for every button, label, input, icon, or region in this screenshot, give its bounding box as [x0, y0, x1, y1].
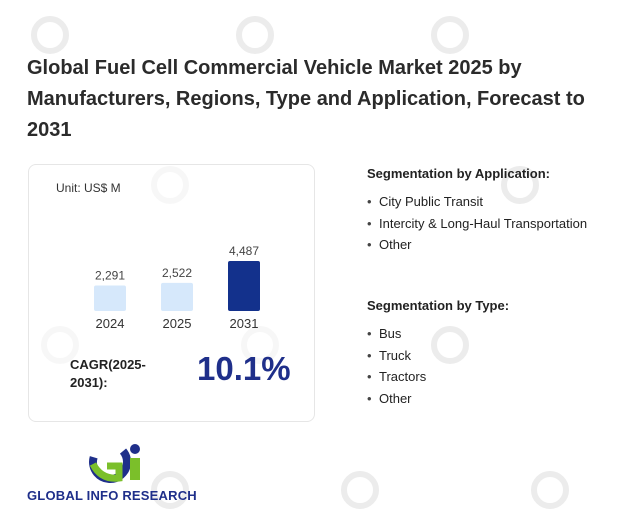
unit-label: Unit: US$ M [56, 181, 121, 195]
application-list: City Public Transit Intercity & Long-Hau… [367, 191, 617, 256]
page-title: Global Fuel Cell Commercial Vehicle Mark… [27, 57, 585, 141]
category-label: 2025 [163, 316, 192, 331]
type-list: Bus Truck Tractors Other [367, 323, 617, 409]
logo-mark-icon [89, 441, 140, 483]
category-label: 2024 [96, 316, 125, 331]
cagr-label: CAGR(2025-2031): [70, 357, 146, 390]
application-item: Intercity & Long-Haul Transportation [367, 213, 617, 235]
bar-value-label: 4,487 [229, 244, 259, 258]
segmentation-type-heading: Segmentation by Type: [367, 298, 510, 313]
segmentation-type: Segmentation by Type: Bus Truck Tractors… [367, 298, 617, 409]
bar-value-label: 2,291 [95, 268, 125, 282]
type-item: Truck [367, 345, 617, 367]
type-item: Tractors [367, 366, 617, 388]
bar-chart: 2,291 2024 2,522 2025 4,487 2031 [94, 244, 260, 331]
logo-text: GLOBAL INFO RESEARCH [27, 488, 197, 503]
type-item: Other [367, 388, 617, 410]
bar-2025 [161, 282, 193, 311]
bar-2031 [228, 261, 260, 311]
bar-value-label: 2,522 [162, 266, 192, 280]
market-size-card: Unit: US$ M 2,291 2024 2,522 2025 4,487 2031 … [28, 164, 315, 422]
type-item: Bus [367, 323, 617, 345]
application-item: City Public Transit [367, 191, 617, 213]
segmentation-application: Segmentation by Application: City Public… [367, 166, 617, 256]
category-label: 2031 [230, 316, 259, 331]
cagr-value: 10.1% [197, 350, 291, 387]
segmentation-application-heading: Segmentation by Application: [367, 166, 550, 181]
company-logo: GLOBAL INFO RESEARCH [27, 440, 217, 506]
bar-2024 [94, 285, 126, 311]
application-item: Other [367, 234, 617, 256]
